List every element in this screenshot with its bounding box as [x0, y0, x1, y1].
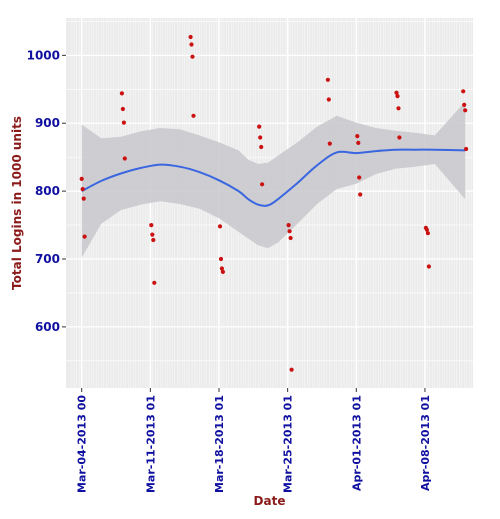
data-point [189, 42, 194, 47]
data-point [82, 234, 87, 239]
data-point [289, 367, 294, 372]
data-point [358, 192, 363, 197]
data-point [397, 135, 402, 140]
data-point [81, 196, 86, 201]
data-point [461, 89, 466, 94]
data-point [152, 280, 157, 285]
data-point [79, 176, 84, 181]
data-point [218, 256, 224, 262]
data-point [327, 141, 332, 146]
data-point [357, 175, 362, 180]
data-point [426, 264, 431, 269]
y-tick-label: 900 [35, 116, 60, 130]
x-tick-label: Apr-01-2013 01 [350, 395, 363, 491]
data-point [462, 102, 467, 107]
data-point [219, 266, 224, 271]
data-point [355, 134, 360, 139]
data-point [326, 97, 331, 102]
y-tick-label: 1000 [27, 48, 60, 62]
data-point [395, 94, 400, 99]
data-point [220, 269, 225, 274]
data-point [287, 229, 292, 234]
data-point [325, 77, 330, 82]
data-point [259, 144, 264, 150]
y-axis: 600 700 800 900 1000 [27, 48, 66, 334]
data-point [80, 187, 85, 192]
y-tick-label: 700 [35, 252, 60, 266]
x-tick-label: Mar-04-2013 00 [76, 395, 89, 493]
data-point [464, 146, 469, 152]
data-point [119, 91, 124, 96]
data-point [356, 140, 361, 145]
data-point [190, 54, 195, 59]
data-point [121, 120, 126, 125]
data-point [463, 108, 468, 113]
data-point [257, 124, 262, 129]
smooth-line [81, 148, 466, 207]
x-tick-label: Mar-11-2013 01 [144, 395, 157, 493]
y-tick-label: 600 [35, 320, 60, 334]
confidence-band [81, 101, 466, 258]
data-point [120, 106, 125, 112]
data-point [191, 113, 196, 118]
data-point [394, 90, 399, 95]
data-point [122, 156, 127, 161]
data-point [151, 237, 156, 243]
data-point [149, 223, 154, 228]
data-point [260, 182, 265, 187]
data-point [258, 135, 263, 140]
data-point [286, 223, 291, 228]
x-tick-label: Mar-18-2013 01 [213, 395, 226, 493]
y-tick-label: 800 [35, 184, 60, 198]
data-points [79, 34, 469, 372]
x-axis: Mar-04-2013 00 Mar-11-2013 01 Mar-18-2013 … [76, 388, 432, 493]
y-axis-title: Total Logins in 1000 units [10, 116, 24, 290]
data-point [217, 224, 223, 229]
data-point [425, 231, 430, 236]
x-tick-label: Mar-25-2013 01 [282, 395, 295, 493]
data-point [188, 34, 193, 40]
x-axis-title: Date [254, 494, 286, 508]
data-point [288, 235, 293, 241]
data-point [150, 232, 155, 237]
x-tick-label: Apr-08-2013 01 [419, 395, 432, 491]
data-point [424, 227, 429, 232]
data-point [396, 106, 401, 111]
